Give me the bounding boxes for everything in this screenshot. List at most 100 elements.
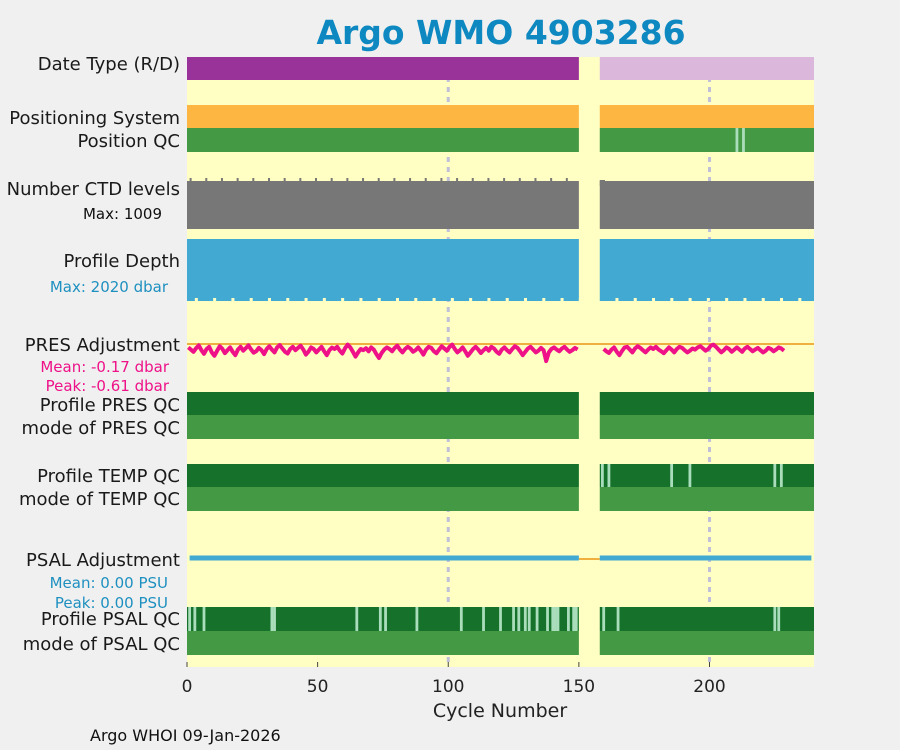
- row-11-mark-2: [202, 607, 206, 631]
- rows-layer: [187, 57, 814, 655]
- depth-notch-192: [688, 298, 692, 301]
- ctd-spike-103: [456, 178, 459, 181]
- row-12-segment-0: [187, 631, 579, 655]
- row-label-0: Date Type (R/D): [38, 54, 180, 75]
- ctd-spike-31: [267, 178, 270, 181]
- row-2: [187, 128, 814, 152]
- row-11-mark-4: [273, 607, 276, 631]
- depth-notch-185: [670, 298, 674, 301]
- x-tick-label-0: 0: [182, 677, 193, 697]
- row-11-mark-5: [355, 607, 359, 631]
- depth-notch-45: [304, 298, 308, 301]
- row-1-segment-0: [187, 105, 579, 128]
- row-label-8: Profile TEMP QC: [37, 466, 180, 487]
- row-12-segment-1: [599, 631, 814, 655]
- row-label-12: mode of PSAL QC: [23, 634, 180, 655]
- row-label-11: Profile PSAL QC: [41, 609, 180, 630]
- ctd-spike-109: [471, 178, 474, 181]
- x-tick-label-150: 150: [563, 677, 595, 697]
- depth-notch-150: [578, 298, 582, 301]
- depth-notch-206: [725, 298, 729, 301]
- chart-title: Argo WMO 4903286: [316, 13, 685, 52]
- row-6: [187, 392, 814, 415]
- row-0: [187, 57, 814, 80]
- ctd-spike-7: [205, 178, 208, 181]
- ctd-spike-121: [503, 178, 506, 181]
- ctd-spike-97: [440, 178, 443, 181]
- row-8-mark-4: [773, 464, 777, 487]
- row-1: [187, 105, 814, 128]
- row-3-segment-1: [599, 181, 814, 229]
- row-8-segment-0: [187, 464, 579, 487]
- row-10: [189, 555, 812, 561]
- row-11-mark-24: [602, 607, 606, 631]
- depth-notch-143: [560, 298, 564, 301]
- row-labels: Date Type (R/D) Positioning SystemPositio…: [7, 54, 180, 655]
- ctd-spike-25: [252, 178, 255, 181]
- depth-notch-94: [432, 298, 436, 301]
- row-11-mark-6: [378, 607, 382, 631]
- row-11-mark-12: [512, 607, 515, 631]
- row-2-segment-0: [187, 128, 579, 152]
- x-tick-label-50: 50: [307, 677, 329, 697]
- pres-adjustment-series: [187, 342, 786, 364]
- row-11-mark-17: [546, 607, 549, 631]
- depth-notch-129: [524, 298, 528, 301]
- ctd-spike-145: [565, 178, 568, 181]
- row-11-mark-0: [188, 607, 192, 631]
- ctd-spike-1: [189, 178, 192, 181]
- x-axis: 0 50 100 150 200: [182, 662, 726, 697]
- depth-notch-108: [469, 298, 473, 301]
- row-11: [187, 607, 814, 631]
- depth-notch-87: [414, 298, 418, 301]
- row-11-mark-10: [482, 607, 485, 631]
- row-8-mark-5: [779, 464, 783, 487]
- depth-max-label: Max: 2020 dbar: [50, 278, 169, 296]
- row-11-mark-20: [556, 607, 560, 631]
- pres-mean-label: Mean: -0.17 dbar: [40, 358, 170, 376]
- x-tick-label-200: 200: [693, 677, 725, 697]
- ctd-spike-49: [315, 178, 318, 181]
- ctd-spike-37: [283, 178, 286, 181]
- row-label-4: Profile Depth: [63, 251, 180, 272]
- row-11-mark-16: [535, 607, 539, 631]
- ctd-spike-43: [299, 178, 302, 181]
- depth-notch-17: [231, 298, 235, 301]
- row-8-mark-3: [688, 464, 692, 487]
- depth-notch-52: [322, 298, 326, 301]
- row-7-segment-0: [187, 415, 579, 439]
- row-9-segment-1: [599, 487, 814, 511]
- row-11-mark-25: [616, 607, 620, 631]
- ctd-spike-55: [330, 178, 333, 181]
- depth-notch-59: [341, 298, 345, 301]
- ctd-spike-139: [550, 178, 553, 181]
- ctd-spike-67: [362, 178, 365, 181]
- row-8-mark-1: [607, 464, 611, 487]
- row-1-segment-1: [599, 105, 814, 128]
- row-4-segment-1: [599, 239, 814, 301]
- depth-notch-101: [450, 298, 454, 301]
- row-8-mark-2: [670, 464, 674, 487]
- row-2-segment-1: [599, 128, 814, 152]
- depth-notch-199: [706, 298, 710, 301]
- ctd-spike-13: [220, 178, 223, 181]
- row-11-mark-11: [499, 607, 502, 631]
- ctd-spike-158: [599, 180, 605, 186]
- depth-notch-73: [377, 298, 381, 301]
- row-11-mark-26: [773, 607, 777, 631]
- row-7-segment-1: [599, 415, 814, 439]
- row-label-7: mode of PRES QC: [22, 418, 180, 439]
- row-label-1: Positioning System: [9, 108, 180, 129]
- row-11-mark-14: [523, 607, 527, 631]
- ctd-spike-91: [424, 178, 427, 181]
- pres-peak-label: Peak: -0.61 dbar: [46, 377, 170, 395]
- row-label-3: Number CTD levels: [7, 179, 180, 200]
- row-4-segment-0: [187, 239, 579, 301]
- row-4: [187, 239, 814, 301]
- ctd-spike-73: [377, 178, 380, 181]
- psal-mean-label: Mean: 0.00 PSU: [50, 574, 168, 592]
- row-11-segment-1: [599, 607, 814, 631]
- ctd-spike-115: [487, 178, 490, 181]
- row-8-segment-1: [599, 464, 814, 487]
- x-axis-label: Cycle Number: [433, 700, 567, 722]
